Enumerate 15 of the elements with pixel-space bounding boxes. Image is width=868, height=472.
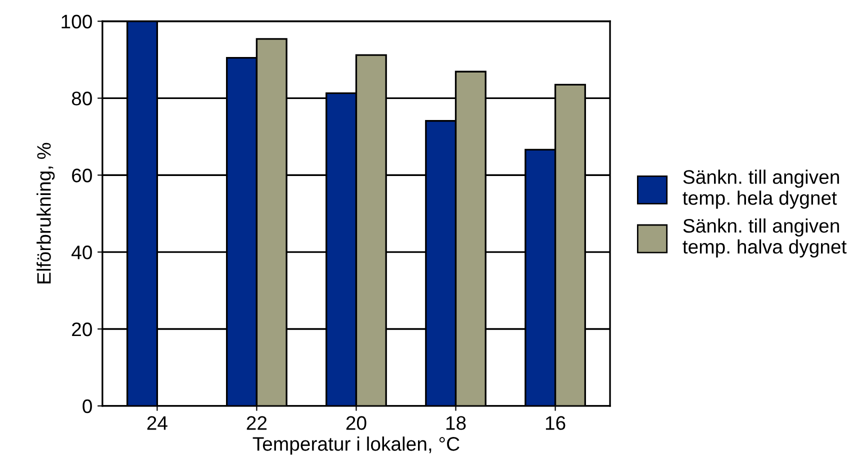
legend-label: Sänkn. till angiven temp. hela dygnet [682, 170, 839, 209]
legend-label: Sänkn. till angiven temp. halva dygnet [682, 218, 847, 258]
y-tick-label: 100 [62, 14, 92, 28]
x-tick-label: 24 [147, 416, 168, 430]
y-tick-label: 0 [82, 399, 92, 414]
y-tick-label: 40 [72, 246, 92, 260]
x-axis-title: Temperatur i lokalen, °C [252, 436, 460, 455]
x-tick-label: 22 [246, 416, 267, 430]
x-tick-label: 20 [346, 416, 366, 430]
y-axis-title: Elförbrukning, % [36, 142, 55, 284]
x-tick-label: 16 [546, 416, 566, 430]
x-tick-label: 18 [446, 416, 466, 430]
y-tick-label: 60 [72, 168, 92, 182]
y-tick-label: 80 [72, 92, 92, 106]
y-tick-label: 20 [72, 322, 92, 336]
